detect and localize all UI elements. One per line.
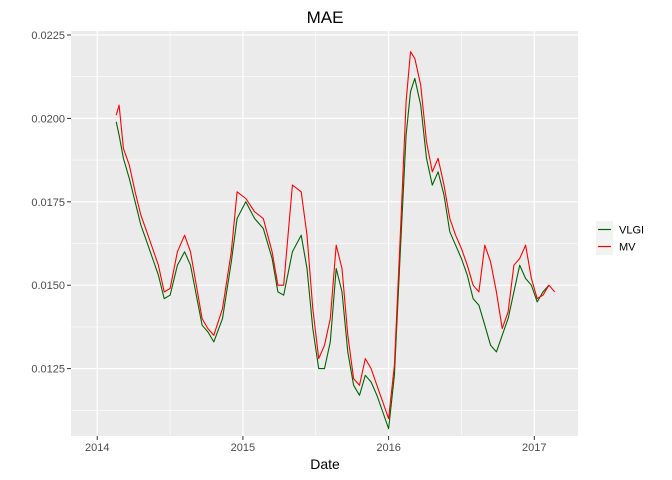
x-tick-label: 2015	[231, 442, 255, 454]
series-layer	[115, 51, 556, 430]
minor-gridlines	[71, 31, 578, 436]
x-tick-label: 2014	[85, 442, 109, 454]
legend: VLGI MV	[596, 221, 644, 255]
series-line-mv	[115, 51, 556, 420]
legend-label-vlgi: VLGI	[619, 225, 644, 237]
legend-label-mv: MV	[619, 242, 636, 254]
y-axis-ticks: 0.0125 0.0150 0.0175 0.0200 0.0225	[31, 30, 71, 376]
y-tick-label: 0.0150	[31, 280, 65, 292]
x-tick-label: 2016	[376, 442, 400, 454]
x-axis-title: Date	[310, 456, 340, 472]
chart-title: MAE	[307, 8, 344, 27]
y-tick-label: 0.0125	[31, 364, 65, 376]
y-tick-label: 0.0225	[31, 30, 65, 42]
x-tick-label: 2017	[522, 442, 546, 454]
series-line-vlgi	[115, 77, 550, 430]
y-tick-label: 0.0175	[31, 197, 65, 209]
major-gridlines	[71, 31, 578, 436]
x-axis-ticks: 2014 2015 2016 2017	[85, 436, 547, 454]
y-tick-label: 0.0200	[31, 113, 65, 125]
